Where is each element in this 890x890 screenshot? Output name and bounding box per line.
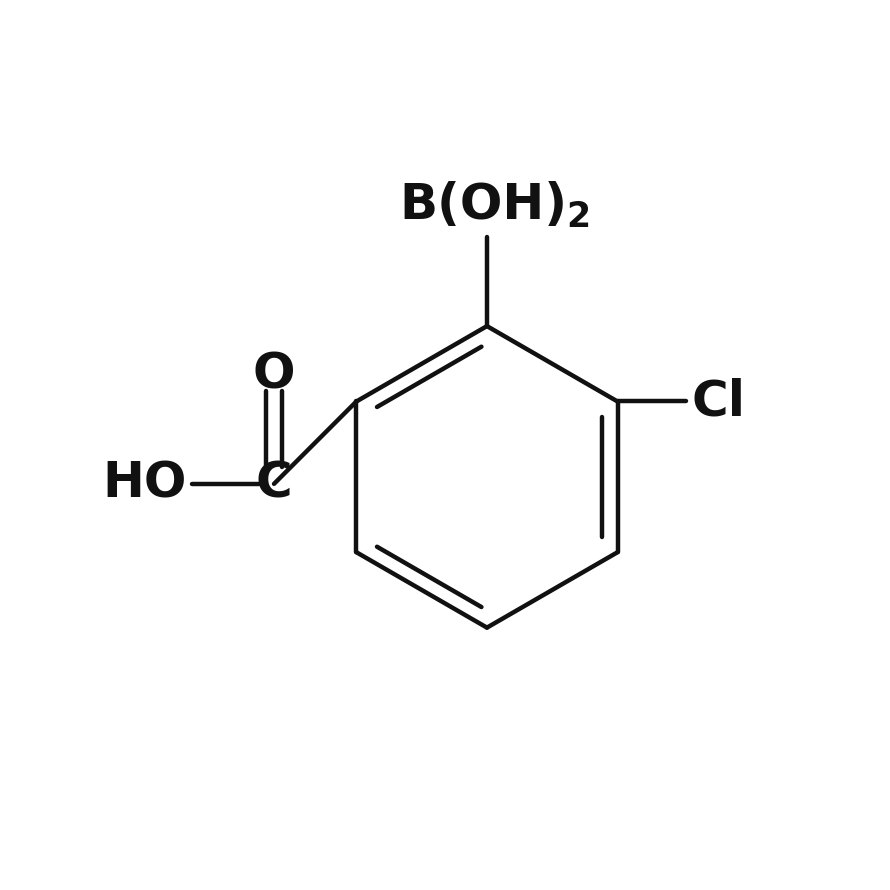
Text: B(OH): B(OH) — [400, 181, 568, 229]
Text: HO: HO — [102, 460, 186, 508]
Text: Cl: Cl — [692, 377, 746, 425]
Text: 2: 2 — [566, 200, 590, 234]
Text: C: C — [255, 460, 293, 508]
Text: O: O — [253, 350, 295, 398]
